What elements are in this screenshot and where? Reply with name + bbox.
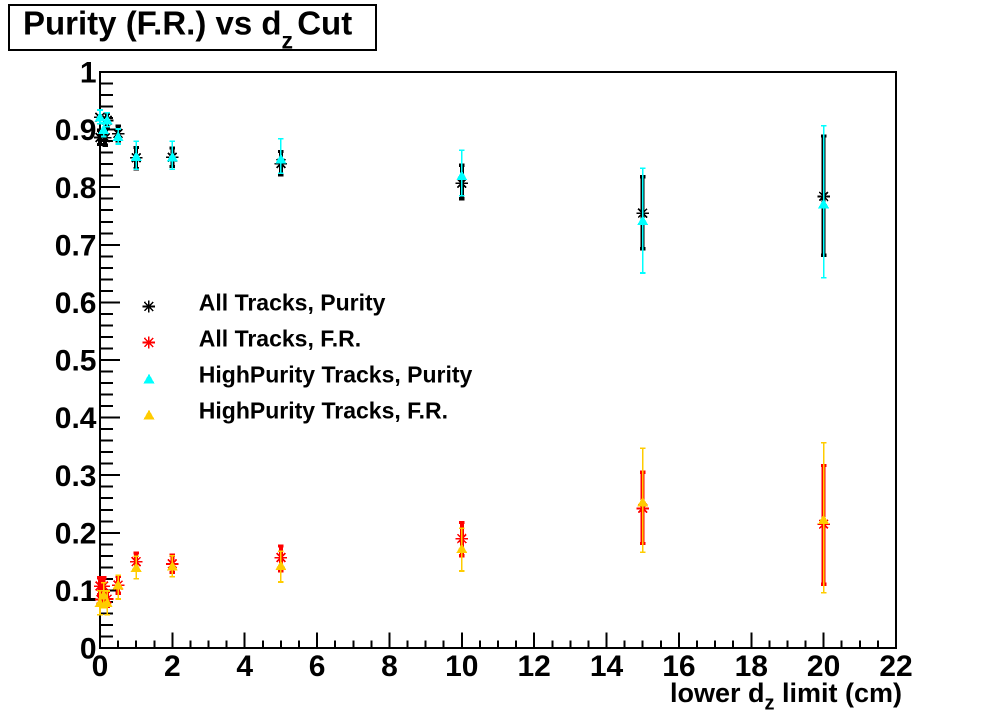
- svg-text:6: 6: [309, 650, 326, 683]
- svg-text:18: 18: [735, 650, 768, 683]
- svg-text:0.5: 0.5: [55, 345, 97, 378]
- svg-text:14: 14: [590, 650, 624, 683]
- svg-text:0.4: 0.4: [55, 402, 97, 435]
- svg-text:HighPurity Tracks, F.R.: HighPurity Tracks, F.R.: [199, 397, 448, 423]
- svg-text:20: 20: [807, 650, 840, 683]
- svg-text:0.1: 0.1: [55, 575, 97, 608]
- svg-text:0.6: 0.6: [55, 287, 97, 320]
- svg-text:22: 22: [879, 650, 912, 683]
- svg-text:HighPurity Tracks, Purity: HighPurity Tracks, Purity: [199, 361, 473, 387]
- svg-text:4: 4: [236, 650, 253, 683]
- svg-text:All Tracks, Purity: All Tracks, Purity: [199, 289, 386, 315]
- svg-text:0.8: 0.8: [55, 172, 97, 205]
- svg-text:0.2: 0.2: [55, 517, 97, 550]
- svg-text:1: 1: [80, 57, 97, 90]
- svg-text:All Tracks, F.R.: All Tracks, F.R.: [199, 325, 361, 351]
- svg-text:0.9: 0.9: [55, 114, 97, 147]
- svg-text:10: 10: [445, 650, 478, 683]
- svg-text:0.7: 0.7: [55, 229, 97, 262]
- svg-text:0: 0: [80, 633, 97, 666]
- svg-text:0.3: 0.3: [55, 460, 97, 493]
- svg-text:12: 12: [518, 650, 551, 683]
- svg-text:0: 0: [92, 650, 109, 683]
- svg-text:16: 16: [662, 650, 695, 683]
- svg-text:8: 8: [381, 650, 398, 683]
- svg-text:2: 2: [164, 650, 181, 683]
